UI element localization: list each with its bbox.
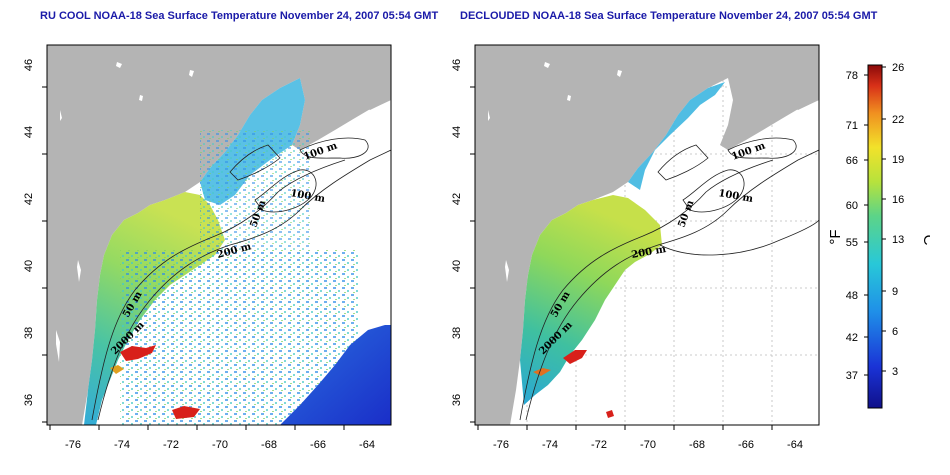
land-mass: [47, 45, 391, 425]
celsius-tick: 22: [892, 114, 904, 126]
celsius-tick: 13: [892, 234, 904, 246]
x-tick-minus64: -64: [359, 439, 375, 451]
x-tick-minus76: -76: [65, 439, 81, 451]
y-tick-40: 40: [23, 260, 35, 272]
y-tick-44: 44: [451, 126, 463, 138]
x-tick-minus66: -66: [310, 439, 326, 451]
fahrenheit-tick: 66: [846, 155, 858, 167]
fahrenheit-unit-label: °F: [827, 229, 844, 244]
fahrenheit-tick: 55: [846, 237, 858, 249]
celsius-tick: 6: [892, 326, 898, 338]
fahrenheit-tick: 48: [846, 290, 858, 302]
x-tick-minus74: -74: [114, 439, 130, 451]
celsius-tick: 26: [892, 62, 904, 74]
y-tick-38: 38: [451, 327, 463, 339]
y-tick-38: 38: [23, 327, 35, 339]
x-tick-minus66: -66: [738, 439, 754, 451]
fahrenheit-tick: 60: [846, 200, 858, 212]
colorbar-gradient: [867, 64, 883, 409]
left-panel-title: RU COOL NOAA-18 Sea Surface Temperature …: [40, 10, 439, 22]
x-tick-minus76: -76: [493, 439, 509, 451]
fahrenheit-tick: 42: [846, 332, 858, 344]
y-tick-40: 40: [451, 260, 463, 272]
y-tick-36: 36: [23, 394, 35, 406]
x-tick-minus72: -72: [163, 439, 179, 451]
map-frame: [46, 44, 392, 426]
x-tick-minus68: -68: [261, 439, 277, 451]
raw-sst-map: 36 38 40 42 44 46 -76 -74 -72 -70 -68 -6…: [23, 44, 392, 451]
fahrenheit-tick: 78: [846, 70, 858, 82]
celsius-tick: 19: [892, 154, 904, 166]
y-tick-46: 46: [451, 59, 463, 71]
temperature-colorbar: 78 71 66 60 55 48 42 37 26 22 19 16 13 9…: [827, 62, 930, 409]
fahrenheit-tick: 71: [846, 120, 858, 132]
x-tick-minus68: -68: [689, 439, 705, 451]
x-tick-minus74: -74: [542, 439, 558, 451]
celsius-tick: 16: [892, 194, 904, 206]
celsius-tick: 9: [892, 286, 898, 298]
x-tick-minus70: -70: [640, 439, 656, 451]
y-tick-36: 36: [451, 394, 463, 406]
celsius-tick: 3: [892, 366, 898, 378]
y-tick-42: 42: [23, 193, 35, 205]
fahrenheit-tick: 37: [846, 370, 858, 382]
right-panel-title: DECLOUDED NOAA-18 Sea Surface Temperatur…: [460, 10, 878, 22]
x-tick-minus70: -70: [212, 439, 228, 451]
celsius-unit-label: °C: [920, 229, 930, 246]
y-tick-46: 46: [23, 59, 35, 71]
y-tick-44: 44: [23, 126, 35, 138]
y-tick-42: 42: [451, 193, 463, 205]
declouded-sst-map: 36 38 40 42 44 46 -76 -74 -72 -70 -68 -6…: [451, 44, 820, 451]
x-tick-minus72: -72: [591, 439, 607, 451]
x-tick-minus64: -64: [787, 439, 803, 451]
offshore-cold-region: [280, 325, 391, 425]
